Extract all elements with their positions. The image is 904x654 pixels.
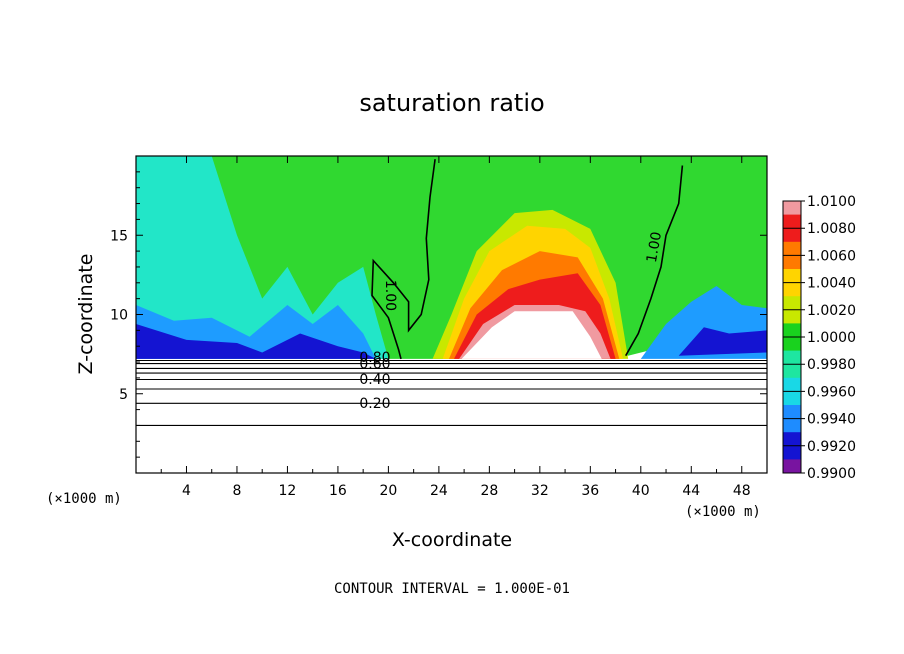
- y-axis-ticks: 5 10 15: [110, 171, 767, 458]
- colorbar-band-1a: [783, 228, 801, 243]
- colorbar-band-2a: [783, 255, 801, 270]
- x-tick-label-0: 4: [182, 483, 191, 499]
- x-tick-label-1: 8: [232, 483, 241, 499]
- colorbar-band-9a: [783, 445, 801, 460]
- colorbar: 1.0100 1.0080 1.0060 1.0040 1.0020 1.0000 0.99…: [782, 194, 856, 482]
- x-tick-label-7: 32: [531, 483, 549, 499]
- y-axis-label: Z-coordinate: [75, 254, 97, 375]
- colorbar-band-3a: [783, 282, 801, 297]
- contour-line-0: [371, 159, 436, 360]
- fill-region-11: [461, 311, 602, 359]
- colorbar-label-8: 0.9940: [807, 412, 856, 428]
- contour-labels: 1.00 1.00 0.800.600.40 0.20: [359, 230, 665, 412]
- colorbar-band-8b: [783, 432, 801, 447]
- contour-interval-footer: CONTOUR INTERVAL = 1.000E-01: [334, 581, 570, 597]
- colorbar-band-0a: [783, 201, 801, 216]
- contour-label-4: 0.40: [359, 372, 390, 388]
- colorbar-band-7b: [783, 405, 801, 420]
- colorbar-band-9b: [783, 459, 801, 474]
- colorbar-label-0: 1.0100: [807, 194, 856, 210]
- x-tick-label-6: 28: [480, 483, 498, 499]
- colorbar-label-1: 1.0080: [807, 221, 856, 237]
- colorbar-band-5b: [783, 350, 801, 365]
- fill-region-3: [136, 324, 376, 359]
- colorbar-band-1b: [783, 241, 801, 256]
- colorbar-label-10: 0.9900: [807, 466, 856, 482]
- y-tick-label-0: 5: [119, 387, 128, 403]
- x-tick-label-2: 12: [279, 483, 297, 499]
- colorbar-label-5: 1.0000: [807, 330, 856, 346]
- x-tick-label-10: 44: [682, 483, 700, 499]
- y-tick-label-2: 15: [110, 228, 128, 244]
- x-tick-label-5: 24: [430, 483, 448, 499]
- colorbar-label-2: 1.0060: [807, 248, 856, 264]
- colorbar-band-8a: [783, 418, 801, 433]
- colorbar-band-2b: [783, 269, 801, 284]
- colorbar-band-7a: [783, 391, 801, 406]
- contour-label-0: 1.00: [382, 280, 398, 311]
- colorbar-label-7: 0.9960: [807, 384, 856, 400]
- colorbar-band-6b: [783, 377, 801, 392]
- contour-label-3: 0.60: [359, 356, 390, 372]
- x-tick-label-8: 36: [581, 483, 599, 499]
- colorbar-band-3b: [783, 296, 801, 311]
- contour-label-5: 0.20: [359, 396, 390, 412]
- chart-title: saturation ratio: [359, 89, 544, 117]
- colorbar-band-6a: [783, 364, 801, 379]
- x-axis-ticks: 4 8 12 16 20 24 28 32 36 40 44 48: [160, 156, 751, 499]
- x-unit-right: (×1000 m): [685, 504, 761, 520]
- contour-label-1: 1.00: [644, 230, 665, 263]
- colorbar-label-6: 0.9980: [807, 357, 856, 373]
- x-tick-label-4: 20: [379, 483, 397, 499]
- contour-layer: [136, 159, 767, 426]
- x-tick-label-11: 48: [733, 483, 751, 499]
- plot-area: [136, 156, 767, 473]
- fill-region-1: [136, 156, 389, 359]
- x-axis-label: X-coordinate: [392, 529, 512, 551]
- x-unit-left: (×1000 m): [46, 491, 122, 507]
- fill-region-5: [678, 327, 767, 356]
- colorbar-band-4b: [783, 323, 801, 338]
- x-tick-label-9: 40: [632, 483, 650, 499]
- contour-label-2: 0.80: [359, 350, 390, 366]
- y-tick-label-1: 10: [110, 308, 128, 324]
- colorbar-band-5a: [783, 337, 801, 352]
- colorbar-label-9: 0.9920: [807, 439, 856, 455]
- colorbar-label-3: 1.0040: [807, 276, 856, 292]
- contour-line-1: [625, 165, 684, 357]
- colorbar-band-0b: [783, 214, 801, 229]
- colorbar-label-4: 1.0020: [807, 303, 856, 319]
- colorbar-band-4a: [783, 309, 801, 324]
- x-tick-label-3: 16: [329, 483, 347, 499]
- fill-layer: [136, 156, 767, 359]
